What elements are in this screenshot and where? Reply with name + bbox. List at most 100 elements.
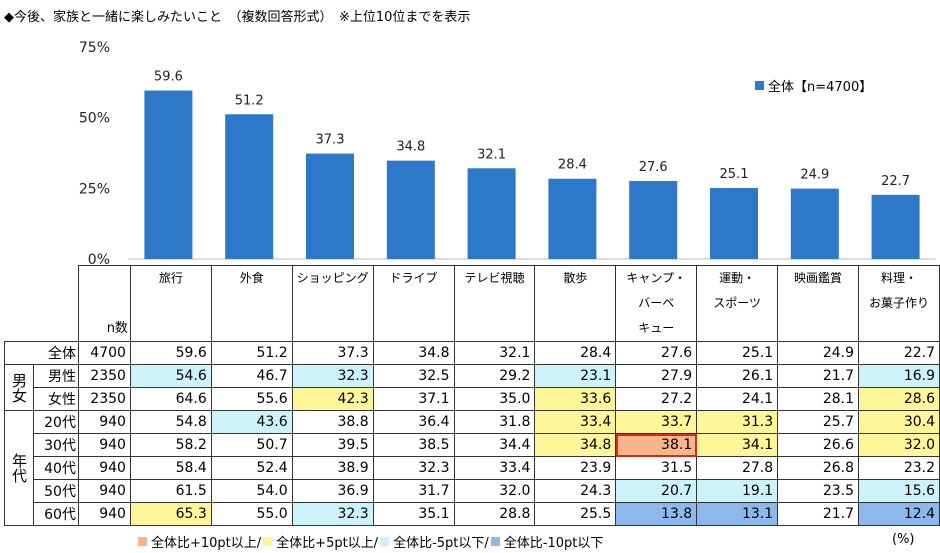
- table-row: 全体 4700 59.6 51.2 37.3 34.8 32.1 28.4 27.6 25.1 24…: [4, 341, 940, 365]
- cell-value: 54.0: [210, 479, 293, 503]
- minus5-label: 全体比-5pt以下/: [393, 536, 489, 551]
- group-gender: 男女: [4, 364, 34, 411]
- column-header: ショッピング: [291, 265, 374, 342]
- cell-value: 32.3: [291, 502, 374, 526]
- row-label: 全体: [4, 341, 79, 365]
- data-label: 25.1: [720, 167, 749, 182]
- cell-value: 58.4: [129, 456, 212, 480]
- cell-value: 30.4: [858, 410, 940, 434]
- row-label: 40代: [33, 456, 79, 480]
- cell-value: 37.1: [372, 387, 455, 411]
- header-line: キャンプ・: [626, 271, 687, 285]
- bar: [710, 188, 758, 259]
- header-line: ドライブ: [389, 271, 438, 285]
- plus5-swatch: [263, 537, 273, 546]
- n-value: 940: [77, 479, 131, 503]
- cell-value: 32.0: [453, 479, 536, 503]
- row-label: 30代: [33, 433, 79, 457]
- group-age: 年代: [4, 410, 34, 526]
- cell-value: 54.6: [129, 364, 212, 388]
- data-label: 28.4: [558, 158, 587, 173]
- plus10-label: 全体比+10pt以上/: [151, 536, 262, 551]
- cell-value: 23.5: [777, 479, 859, 503]
- cell-value: 55.6: [210, 387, 293, 411]
- bar: [225, 114, 274, 260]
- bar: [629, 180, 678, 259]
- cell-value: 25.1: [696, 341, 779, 365]
- chart-title: ◆今後、家族と一緒に楽しみたいこと （複数回答形式） ※上位10位までを表示: [4, 10, 471, 25]
- row-label: 60代: [33, 502, 79, 526]
- cell-value: 65.3: [129, 502, 212, 526]
- table-row: 女性 2350 64.6 55.6 42.3 37.1 35.0 33.6 27.2 24.1 28…: [5, 387, 940, 411]
- cell-value: 46.7: [210, 364, 293, 388]
- cell-value: 27.6: [615, 341, 698, 365]
- column-header: ドライブ: [372, 265, 455, 342]
- data-label: 32.1: [477, 147, 506, 162]
- header-line: キュー: [638, 321, 675, 335]
- n-value: 940: [77, 433, 131, 457]
- cell-value: 21.7: [777, 364, 859, 388]
- bar: [386, 160, 435, 259]
- cell-value: 27.8: [696, 456, 779, 480]
- cell-value: 34.8: [372, 341, 455, 365]
- cell-value: 31.8: [453, 410, 536, 434]
- cell-value: 34.8: [534, 433, 617, 457]
- cell-value: 35.1: [372, 502, 455, 526]
- header-line: 散歩: [563, 271, 588, 285]
- row-label: 女性: [33, 387, 79, 411]
- column-header: 旅行: [129, 265, 212, 342]
- cell-value: 13.8: [615, 502, 698, 526]
- data-label: 51.2: [235, 93, 264, 108]
- cell-value: 32.1: [453, 341, 536, 365]
- cell-value: 33.6: [534, 387, 617, 411]
- cell-value: 39.5: [291, 433, 374, 457]
- cell-value: 23.1: [534, 364, 617, 388]
- header-line: 映画鑑賞: [794, 271, 843, 285]
- cell-value: 19.1: [696, 479, 779, 503]
- data-label: 37.3: [316, 133, 345, 148]
- header-line: 料理・: [880, 271, 917, 285]
- cell-value: 38.5: [372, 433, 455, 457]
- cell-value: 43.6: [210, 410, 293, 434]
- plus5-label: 全体比+5pt以上/: [276, 536, 379, 551]
- minus10-swatch: [490, 537, 500, 546]
- cell-value: 37.3: [291, 341, 374, 365]
- header-line: スポーツ: [713, 296, 762, 310]
- column-header: 映画鑑賞: [777, 265, 859, 342]
- plus10-swatch: [138, 537, 147, 546]
- cell-value: 52.4: [210, 456, 293, 480]
- cell-value: 25.5: [534, 502, 617, 526]
- bar-chart: 0% 25% 50% 75% 59.6 51.2 37.3 34.8 32.1 28.4 27.6 2…: [79, 40, 936, 265]
- minus5-swatch: [380, 537, 390, 546]
- cell-value: 28.8: [453, 502, 536, 526]
- unit-label: (%): [892, 532, 915, 547]
- cell-value: 36.4: [372, 410, 455, 434]
- cell-value: 51.2: [210, 341, 293, 365]
- cell-value: 32.0: [858, 433, 940, 457]
- legend-label: 全体【n=4700】: [768, 80, 873, 95]
- column-header: テレビ視聴: [453, 265, 536, 342]
- cell-value: 59.6: [129, 341, 212, 365]
- bar: [144, 90, 193, 259]
- bar: [871, 194, 920, 259]
- cell-value: 33.4: [534, 410, 617, 434]
- header-line: ショッピング: [296, 271, 369, 285]
- cell-value: 50.7: [210, 433, 293, 457]
- table-row: 男女 男性 2350 54.6 46.7 32.3 32.5 29.2 23.1 27.9 26.1…: [4, 364, 940, 411]
- header-line: 外食: [239, 271, 264, 285]
- cell-value: 24.9: [777, 341, 859, 365]
- legend: 全体【n=4700】: [755, 76, 872, 95]
- cell-value: 64.6: [129, 387, 212, 411]
- data-label: 27.6: [639, 160, 668, 175]
- cell-value: 22.7: [858, 341, 940, 365]
- cell-value: 21.7: [777, 502, 859, 526]
- y-tick-label: 75%: [79, 40, 110, 56]
- data-label: 34.8: [396, 140, 425, 155]
- table-row: 年代 20代 940 54.8 43.6 38.8 36.4 31.8 33.4 33.7 31.3…: [4, 410, 940, 526]
- cell-value: 31.3: [696, 410, 779, 434]
- cell-value: 31.5: [615, 456, 698, 480]
- header-line: お菓子作り: [868, 296, 929, 310]
- cell-value: 15.6: [858, 479, 940, 503]
- cell-value: 28.4: [534, 341, 617, 365]
- cell-value: 23.9: [534, 456, 617, 480]
